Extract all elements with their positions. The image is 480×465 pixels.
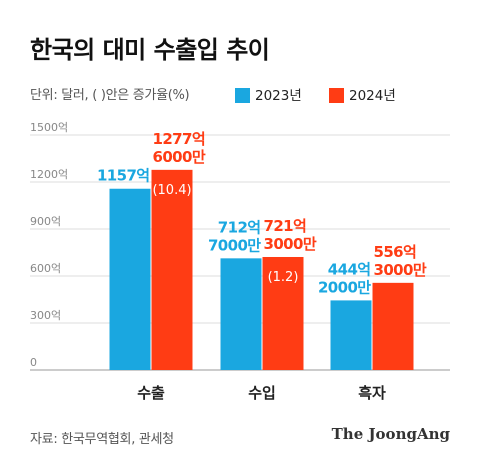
- y-tick-label: 600억: [30, 262, 61, 275]
- unit-note: 단위: 달러, ( )안은 증가율(%): [30, 88, 190, 103]
- growth-rate-label: (10.4): [152, 183, 191, 198]
- legend-label-2023: 2023년: [255, 88, 302, 104]
- data-label: 6000만: [153, 148, 206, 166]
- bar: [372, 282, 414, 370]
- legend-swatch-2023: [235, 88, 250, 103]
- legend: 2023년: [235, 84, 302, 104]
- bar: [220, 258, 262, 370]
- y-tick-label: 0: [30, 356, 37, 369]
- bar: [262, 256, 304, 370]
- growth-rate-label: (1.2): [268, 270, 299, 285]
- data-label: 556억: [374, 243, 417, 261]
- bar: [109, 188, 151, 370]
- data-label: 7000만: [208, 236, 261, 254]
- legend-2024: 2024년: [329, 84, 396, 104]
- brand-logo: The JoongAng: [331, 425, 450, 443]
- category-label: 수입: [248, 384, 276, 402]
- data-label: 2000만: [318, 278, 371, 296]
- data-label: 1157억: [97, 167, 150, 185]
- y-tick-label: 300억: [30, 309, 61, 322]
- category-label: 흑자: [358, 384, 386, 402]
- category-label: 수출: [137, 384, 165, 402]
- legend-label-2024: 2024년: [349, 88, 396, 104]
- data-label: 3000만: [264, 235, 317, 253]
- data-label: 444억: [328, 260, 371, 278]
- y-tick-label: 1500억: [30, 121, 68, 134]
- data-label: 1277억: [153, 130, 206, 148]
- bar: [151, 169, 193, 370]
- chart-title: 한국의 대미 수출입 추이: [30, 36, 270, 64]
- data-label: 721억: [264, 217, 307, 235]
- legend-swatch-2024: [329, 88, 344, 103]
- source-note: 자료: 한국무역협회, 관세청: [30, 432, 174, 447]
- bar: [330, 300, 372, 370]
- data-label: 3000만: [374, 261, 427, 279]
- data-label: 712억: [218, 218, 261, 236]
- y-tick-label: 1200억: [30, 168, 68, 181]
- y-tick-label: 900억: [30, 215, 61, 228]
